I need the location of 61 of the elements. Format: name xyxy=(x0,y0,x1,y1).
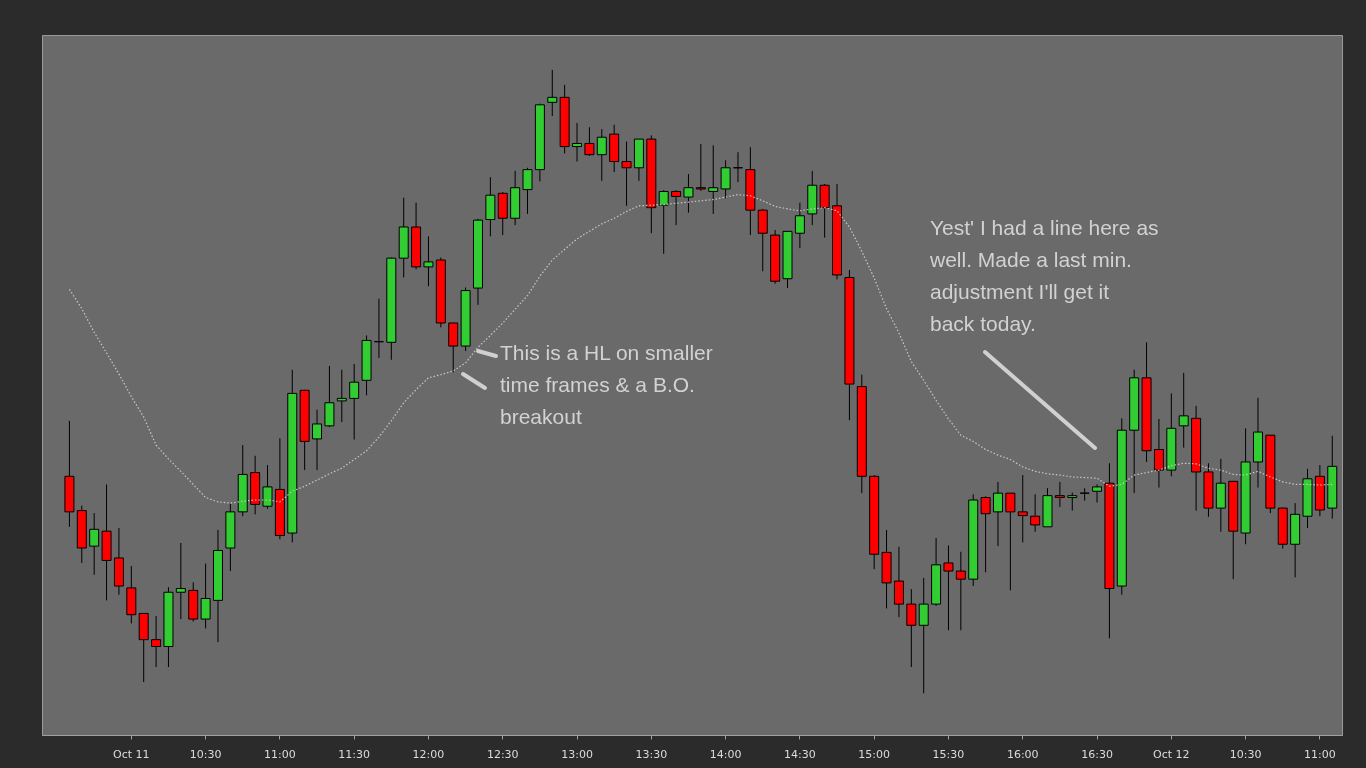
candlestick xyxy=(262,464,273,510)
candlestick xyxy=(1153,418,1164,489)
candlestick xyxy=(151,615,162,668)
candlestick xyxy=(683,173,694,214)
x-tick-label: 12:30 xyxy=(486,747,519,761)
candlestick xyxy=(955,551,966,631)
candlestick xyxy=(89,512,100,576)
candlestick xyxy=(1030,493,1041,533)
candlestick xyxy=(1005,492,1016,591)
x-tick-label: 10:30 xyxy=(189,747,222,761)
candlestick xyxy=(1178,372,1189,449)
x-tick-label: 14:30 xyxy=(784,747,816,761)
candlestick xyxy=(658,189,669,255)
x-tick-label: 11:00 xyxy=(1304,747,1336,761)
candlestick xyxy=(980,495,991,573)
candlestick xyxy=(621,141,632,207)
candlestick xyxy=(324,365,335,428)
candlestick xyxy=(349,363,360,441)
candlestick xyxy=(336,369,347,423)
x-tick-label: Oct 11 xyxy=(113,747,150,761)
candlestick xyxy=(448,322,459,373)
x-tick-label: 10:30 xyxy=(1229,747,1262,761)
x-tick-label: 14:00 xyxy=(709,747,742,761)
annotation: This is a HL on smaller time frames & a B.O. breakout xyxy=(500,341,713,428)
candlestick xyxy=(918,577,929,694)
candlestick xyxy=(423,235,434,287)
x-tick-label: 11:00 xyxy=(264,747,296,761)
x-tick-label: 13:30 xyxy=(635,747,668,761)
candlestick xyxy=(906,588,917,668)
x-tick-label: Oct 12 xyxy=(1153,747,1190,761)
candlestick xyxy=(992,481,1003,547)
annotation: Yest' I had a line here as well. Made a last min. adjustment I'll get it back today. xyxy=(929,216,1159,335)
candlestick xyxy=(893,546,904,618)
x-tick-label: 13:00 xyxy=(561,747,593,761)
candlestick xyxy=(1017,474,1028,543)
candlestick xyxy=(943,545,954,631)
x-tick-label: 15:30 xyxy=(932,747,965,761)
candlestick xyxy=(1067,492,1078,512)
candlestick xyxy=(1079,487,1090,502)
candlestick xyxy=(522,167,533,215)
candlestick xyxy=(312,409,323,471)
candlestick xyxy=(819,183,830,239)
x-tick-label: 16:00 xyxy=(1006,747,1039,761)
candlestick xyxy=(572,122,583,163)
x-tick-label: 12:00 xyxy=(412,747,445,761)
candlestick xyxy=(708,144,719,215)
x-tick-label: 16:30 xyxy=(1081,747,1113,761)
x-tick-label: 11:30 xyxy=(338,747,371,761)
x-tick-label: 15:00 xyxy=(858,747,891,761)
candlestick xyxy=(200,563,211,629)
candlestick xyxy=(596,128,607,182)
candlestick xyxy=(695,143,706,192)
candlestick xyxy=(671,189,682,226)
candlestick xyxy=(794,202,805,249)
candlestick xyxy=(547,69,558,117)
candlestick xyxy=(1092,483,1103,503)
candlestick xyxy=(757,208,768,272)
candlestick xyxy=(584,126,595,157)
candlestick xyxy=(720,159,731,199)
candlestick xyxy=(175,542,186,620)
candlestick xyxy=(1054,481,1065,508)
